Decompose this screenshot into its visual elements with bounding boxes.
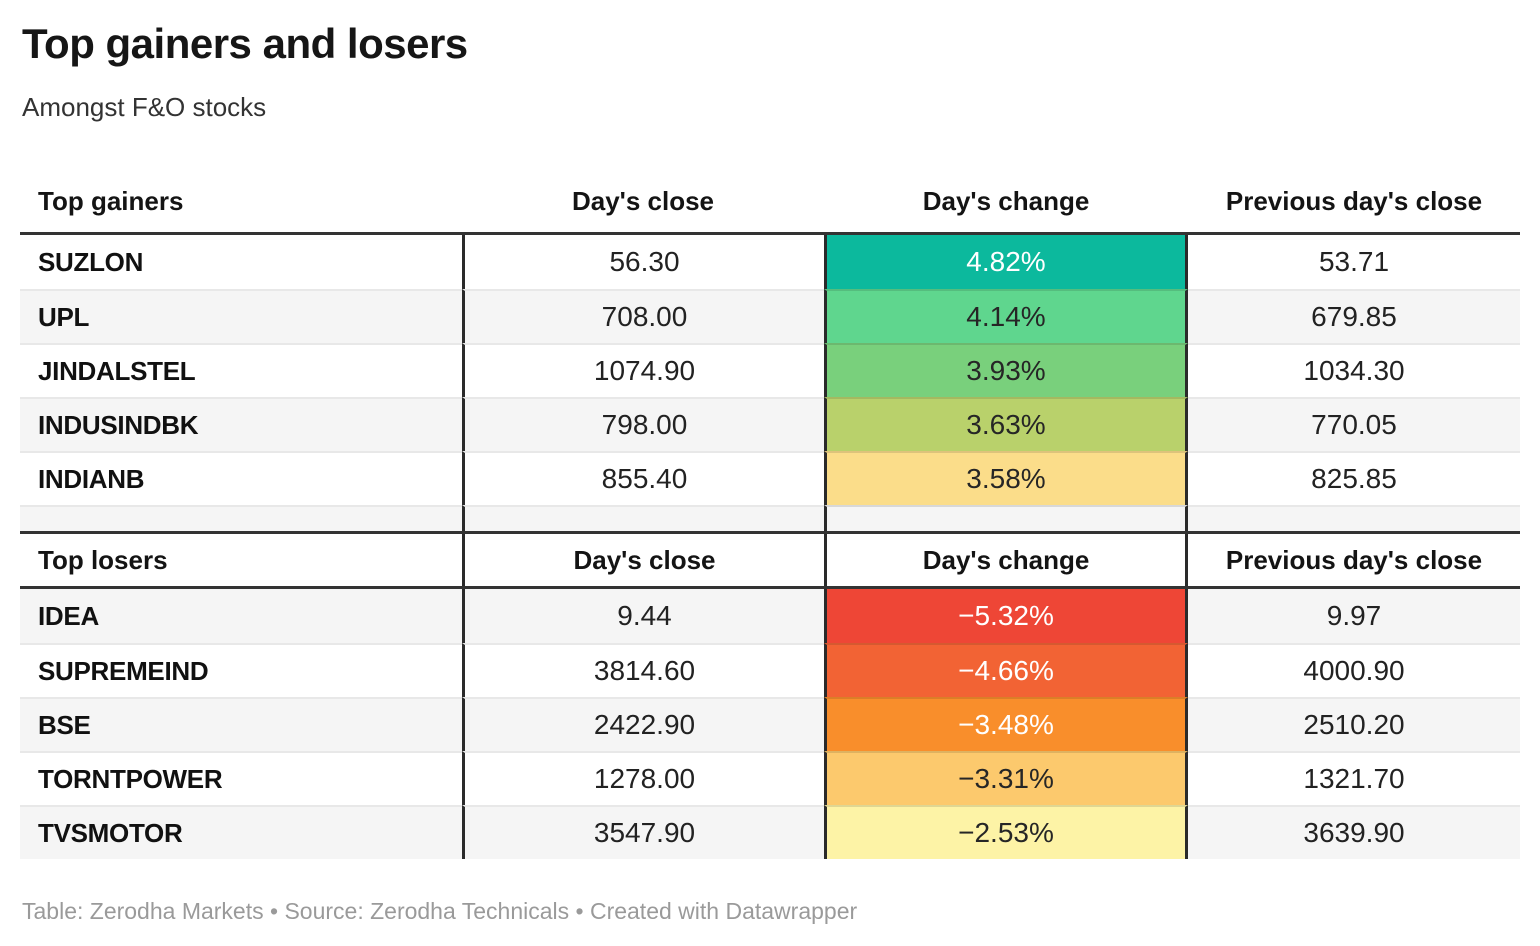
days-close-cell: 855.40 (462, 451, 824, 505)
stock-name-cell: JINDALSTEL (20, 343, 462, 397)
days-change-cell: −2.53% (824, 805, 1188, 859)
spacer-row (20, 505, 1520, 531)
days-change-cell: −5.32% (824, 589, 1188, 643)
days-close-cell: 708.00 (462, 289, 824, 343)
table-row: JINDALSTEL 1074.90 3.93% 1034.30 (20, 343, 1520, 397)
stock-name-cell: SUPREMEIND (20, 643, 462, 697)
days-close-cell: 798.00 (462, 397, 824, 451)
days-close-cell: 1278.00 (462, 751, 824, 805)
losers-header-days-close: Day's close (462, 534, 824, 586)
days-change-cell: −4.66% (824, 643, 1188, 697)
days-change-cell: 3.58% (824, 451, 1188, 505)
losers-header-prev-close: Previous day's close (1225, 544, 1483, 575)
days-close-cell: 56.30 (462, 235, 824, 289)
spacer-cell (1188, 505, 1520, 531)
days-close-cell: 1074.90 (462, 343, 824, 397)
losers-body: IDEA 9.44 −5.32% 9.97 SUPREMEIND 3814.60 −4.66… (20, 589, 1520, 859)
days-change-cell: 4.14% (824, 289, 1188, 343)
table-row: IDEA 9.44 −5.32% 9.97 (20, 589, 1520, 643)
prev-close-cell: 1321.70 (1188, 751, 1520, 805)
chart-header: Top gainers and losers Amongst F&O stock… (22, 20, 468, 123)
stock-name-cell: BSE (20, 697, 462, 751)
gainers-header-prev-close: Previous day's close (1225, 185, 1483, 216)
table-row: SUPREMEIND 3814.60 −4.66% 4000.90 (20, 643, 1520, 697)
losers-header-row: Top losers Day's close Day's change Prev… (20, 531, 1520, 589)
losers-header-name: Top losers (38, 544, 168, 575)
prev-close-cell: 4000.90 (1188, 643, 1520, 697)
spacer-cell (20, 505, 462, 531)
spacer-cell (462, 505, 824, 531)
stock-name-cell: TORNTPOWER (20, 751, 462, 805)
gainers-header-name: Top gainers (38, 185, 184, 216)
gainers-body: SUZLON 56.30 4.82% 53.71 UPL 708.00 4.14% 679.8… (20, 235, 1520, 531)
stock-name-cell: IDEA (38, 600, 99, 631)
stock-name-cell: SUZLON (38, 246, 144, 277)
days-close-cell: 3814.60 (462, 643, 824, 697)
gainers-header-days-close: Day's close (571, 185, 715, 216)
days-change-cell: 4.82% (824, 235, 1188, 289)
attribution-footer: Table: Zerodha Markets • Source: Zerodha… (22, 898, 858, 924)
gainers-header-days-change: Day's change (922, 185, 1090, 216)
days-close-cell: 9.44 (462, 589, 824, 643)
table-row: SUZLON 56.30 4.82% 53.71 (20, 235, 1520, 289)
stock-name-cell: UPL (20, 289, 462, 343)
prev-close-cell: 825.85 (1188, 451, 1520, 505)
prev-close-cell: 1034.30 (1188, 343, 1520, 397)
table-row: UPL 708.00 4.14% 679.85 (20, 289, 1520, 343)
prev-close-cell: 679.85 (1188, 289, 1520, 343)
spacer-cell (824, 505, 1188, 531)
prev-close-cell: 2510.20 (1188, 697, 1520, 751)
gainers-header-row: Top gainers Day's close Day's change Pre… (20, 170, 1520, 235)
table-row: TORNTPOWER 1278.00 −3.31% 1321.70 (20, 751, 1520, 805)
days-change-cell: 3.93% (824, 343, 1188, 397)
days-change-cell: 3.63% (824, 397, 1188, 451)
prev-close-cell: 53.71 (1318, 246, 1390, 277)
table-row: INDIANB 855.40 3.58% 825.85 (20, 451, 1520, 505)
stock-name-cell: TVSMOTOR (20, 805, 462, 859)
table-row: BSE 2422.90 −3.48% 2510.20 (20, 697, 1520, 751)
days-close-cell: 3547.90 (462, 805, 824, 859)
table-row: TVSMOTOR 3547.90 −2.53% 3639.90 (20, 805, 1520, 859)
days-change-cell: −3.31% (824, 751, 1188, 805)
prev-close-cell: 770.05 (1188, 397, 1520, 451)
prev-close-cell: 9.97 (1326, 600, 1382, 631)
table-row: INDUSINDBK 798.00 3.63% 770.05 (20, 397, 1520, 451)
page-title: Top gainers and losers (22, 20, 468, 67)
losers-header-days-change: Day's change (824, 534, 1188, 586)
days-close-cell: 2422.90 (462, 697, 824, 751)
gainers-losers-table: Top gainers Day's close Day's change Pre… (20, 170, 1520, 859)
days-change-cell: −3.48% (824, 697, 1188, 751)
page-subtitle: Amongst F&O stocks (22, 92, 267, 123)
stock-name-cell: INDIANB (20, 451, 462, 505)
stock-name-cell: INDUSINDBK (20, 397, 462, 451)
prev-close-cell: 3639.90 (1188, 805, 1520, 859)
